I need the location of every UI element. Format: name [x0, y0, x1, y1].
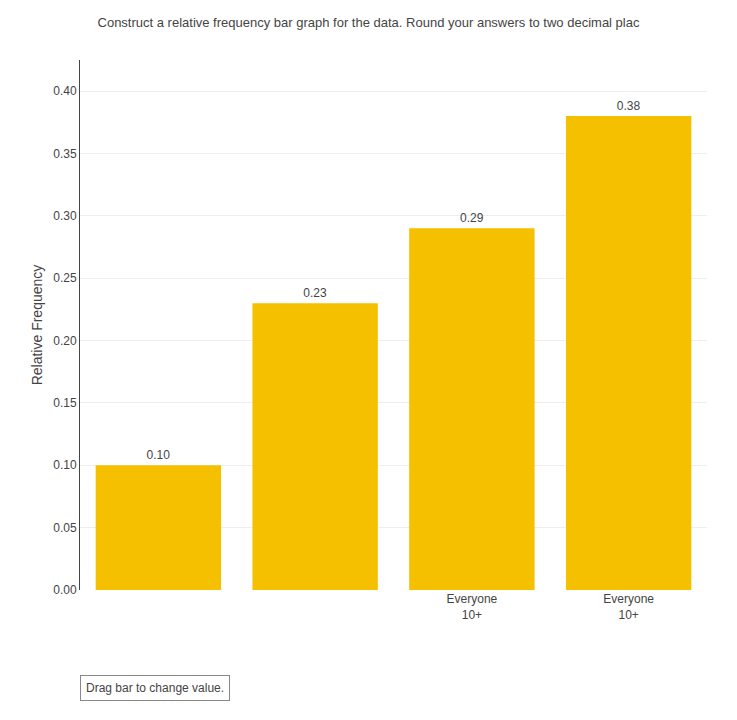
svg-text:0.10: 0.10	[147, 448, 171, 462]
svg-text:0.15: 0.15	[53, 396, 77, 410]
svg-text:0.38: 0.38	[617, 99, 641, 113]
svg-text:Drag bar to change value.: Drag bar to change value.	[86, 681, 224, 695]
svg-text:0.00: 0.00	[53, 583, 77, 597]
svg-text:0.23: 0.23	[303, 286, 327, 300]
svg-text:0.25: 0.25	[53, 271, 77, 285]
svg-text:0.35: 0.35	[53, 147, 77, 161]
svg-text:0.40: 0.40	[53, 84, 77, 98]
svg-text:0.10: 0.10	[53, 458, 77, 472]
svg-text:Construct a relative frequency: Construct a relative frequency bar graph…	[98, 15, 640, 30]
svg-text:Everyone10+: Everyone10+	[603, 592, 654, 622]
svg-text:0.05: 0.05	[53, 521, 77, 535]
svg-text:0.30: 0.30	[53, 209, 77, 223]
svg-text:0.29: 0.29	[460, 211, 484, 225]
svg-text:0.20: 0.20	[53, 334, 77, 348]
svg-text:Relative Frequency: Relative Frequency	[29, 265, 45, 386]
svg-text:Everyone10+: Everyone10+	[447, 592, 498, 622]
